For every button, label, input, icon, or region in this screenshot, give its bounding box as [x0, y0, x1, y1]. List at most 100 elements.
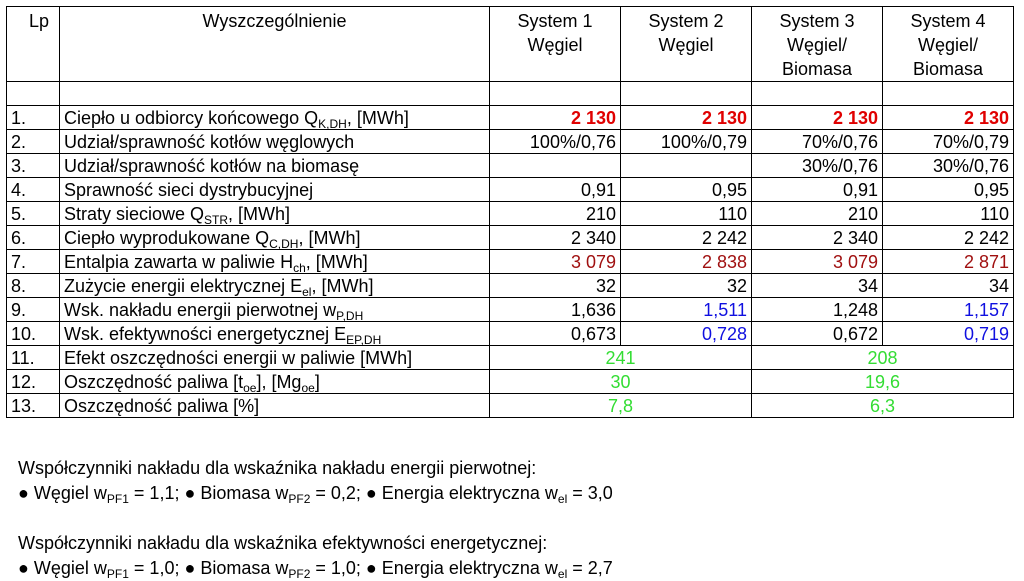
- value-cell: 2 130: [620, 105, 752, 130]
- header-system-2: System 2 Węgiel: [620, 6, 752, 82]
- value-cell: 32: [489, 273, 621, 298]
- value-cell: 3 079: [489, 249, 621, 274]
- value-cell: 0,91: [489, 177, 621, 202]
- value-cell: [620, 153, 752, 178]
- header-lp: Lp: [6, 6, 60, 82]
- footnotes: Współczynniki nakładu dla wskaźnika nakł…: [18, 456, 613, 581]
- value-cell: 2 242: [620, 225, 752, 250]
- value-cell: 0,719: [882, 321, 1014, 346]
- table-row: 12. Oszczędność paliwa [toe], [Mgoe] 30 …: [6, 369, 1014, 394]
- header-system-4: System 4 Węgiel/Biomasa: [882, 6, 1014, 82]
- value-cell: 0,91: [751, 177, 883, 202]
- table-row: 5. Straty sieciowe QSTR, [MWh] 210 110 2…: [6, 201, 1014, 226]
- value-cell: 34: [751, 273, 883, 298]
- value-cell: 110: [620, 201, 752, 226]
- row-number: 9.: [6, 297, 60, 322]
- value-cell: 1,511: [620, 297, 752, 322]
- row-label: Udział/sprawność kotłów węglowych: [59, 129, 490, 154]
- header-system-3: System 3 Węgiel/Biomasa: [751, 6, 883, 82]
- value-cell: 2 871: [882, 249, 1014, 274]
- value-cell: 2 340: [751, 225, 883, 250]
- row-label: Ciepło wyprodukowane QC,DH, [MWh]: [59, 225, 490, 250]
- row-number: 6.: [6, 225, 60, 250]
- note-efficiency-factors: ● Węgiel wPF1 = 1,0; ● Biomasa wPF2 = 1,…: [18, 558, 613, 581]
- header-system-1-name: System 1: [517, 11, 593, 31]
- table-row: 10. Wsk. efektywności energetycznej EEP,…: [6, 321, 1014, 346]
- row-label: Efekt oszczędności energii w paliwie [MW…: [59, 345, 490, 370]
- merged-value-cell: 30: [489, 369, 752, 394]
- value-cell: 0,95: [620, 177, 752, 202]
- row-number: 13.: [6, 393, 60, 418]
- value-cell: 70%/0,79: [882, 129, 1014, 154]
- row-label: Udział/sprawność kotłów na biomasę: [59, 153, 490, 178]
- row-number: 4.: [6, 177, 60, 202]
- row-label: Wsk. efektywności energetycznej EEP,DH: [59, 321, 490, 346]
- row-number: 3.: [6, 153, 60, 178]
- header-system-4-fuel: Węgiel/: [917, 35, 979, 55]
- header-system-4-fuel-2: Biomasa: [912, 59, 984, 79]
- value-cell: 110: [882, 201, 1014, 226]
- row-number: 2.: [6, 129, 60, 154]
- row-number: 10.: [6, 321, 60, 346]
- row-number: 5.: [6, 201, 60, 226]
- table-row: 4. Sprawność sieci dystrybucyjnej 0,91 0…: [6, 177, 1014, 202]
- row-label: Wsk. nakładu energii pierwotnej wP,DH: [59, 297, 490, 322]
- value-cell: 2 242: [882, 225, 1014, 250]
- merged-value-cell: 208: [751, 345, 1014, 370]
- value-cell: 2 340: [489, 225, 621, 250]
- header-description: Wyszczególnienie: [59, 6, 490, 82]
- value-cell: 0,672: [751, 321, 883, 346]
- value-cell: 2 130: [882, 105, 1014, 130]
- row-label: Oszczędność paliwa [%]: [59, 393, 490, 418]
- value-cell: 0,728: [620, 321, 752, 346]
- header-system-1-fuel: Węgiel: [527, 35, 583, 55]
- value-cell: 100%/0,79: [620, 129, 752, 154]
- row-number: 1.: [6, 105, 60, 130]
- blank-row: [6, 81, 1014, 106]
- value-cell: 1,157: [882, 297, 1014, 322]
- table-row: 6. Ciepło wyprodukowane QC,DH, [MWh] 2 3…: [6, 225, 1014, 250]
- value-cell: 30%/0,76: [882, 153, 1014, 178]
- merged-value-cell: 7,8: [489, 393, 752, 418]
- header-system-2-fuel: Węgiel: [658, 35, 714, 55]
- header-system-3-name: System 3: [779, 11, 855, 31]
- value-cell: 32: [620, 273, 752, 298]
- merged-value-cell: 241: [489, 345, 752, 370]
- value-cell: 100%/0,76: [489, 129, 621, 154]
- row-label: Sprawność sieci dystrybucyjnej: [59, 177, 490, 202]
- row-number: 12.: [6, 369, 60, 394]
- table-row: 7. Entalpia zawarta w paliwie Hch, [MWh]…: [6, 249, 1014, 274]
- header-row: Lp Wyszczególnienie System 1 Węgiel Syste…: [6, 6, 1014, 82]
- table-row: 2. Udział/sprawność kotłów węglowych 100…: [6, 129, 1014, 154]
- row-label: Straty sieciowe QSTR, [MWh]: [59, 201, 490, 226]
- value-cell: 0,673: [489, 321, 621, 346]
- header-system-4-name: System 4: [910, 11, 986, 31]
- table-row: 9. Wsk. nakładu energii pierwotnej wP,DH…: [6, 297, 1014, 322]
- table-row: 8. Zużycie energii elektrycznej Eel, [MW…: [6, 273, 1014, 298]
- table-row: 1. Ciepło u odbiorcy końcowego QK,DH, [M…: [6, 105, 1014, 130]
- table-row: 13. Oszczędność paliwa [%] 7,8 6,3: [6, 393, 1014, 418]
- row-number: 11.: [6, 345, 60, 370]
- row-number: 7.: [6, 249, 60, 274]
- value-cell: 30%/0,76: [751, 153, 883, 178]
- value-cell: 70%/0,76: [751, 129, 883, 154]
- merged-value-cell: 19,6: [751, 369, 1014, 394]
- merged-value-cell: 6,3: [751, 393, 1014, 418]
- header-system-1: System 1 Węgiel: [489, 6, 621, 82]
- note-primary-energy-factors: ● Węgiel wPF1 = 1,1; ● Biomasa wPF2 = 0,…: [18, 483, 613, 506]
- value-cell: 210: [751, 201, 883, 226]
- table-row: 11. Efekt oszczędności energii w paliwie…: [6, 345, 1014, 370]
- row-label: Oszczędność paliwa [toe], [Mgoe]: [59, 369, 490, 394]
- header-system-3-fuel: Węgiel/: [786, 35, 848, 55]
- value-cell: 210: [489, 201, 621, 226]
- header-system-2-name: System 2: [648, 11, 724, 31]
- row-label: Ciepło u odbiorcy końcowego QK,DH, [MWh]: [59, 105, 490, 130]
- row-label: Entalpia zawarta w paliwie Hch, [MWh]: [59, 249, 490, 274]
- value-cell: 34: [882, 273, 1014, 298]
- row-label: Zużycie energii elektrycznej Eel, [MWh]: [59, 273, 490, 298]
- value-cell: 1,636: [489, 297, 621, 322]
- comparison-table: Lp Wyszczególnienie System 1 Węgiel Syste…: [6, 6, 1014, 418]
- note-efficiency-title: Współczynniki nakładu dla wskaźnika efek…: [18, 533, 548, 553]
- value-cell: [489, 153, 621, 178]
- value-cell: 2 130: [489, 105, 621, 130]
